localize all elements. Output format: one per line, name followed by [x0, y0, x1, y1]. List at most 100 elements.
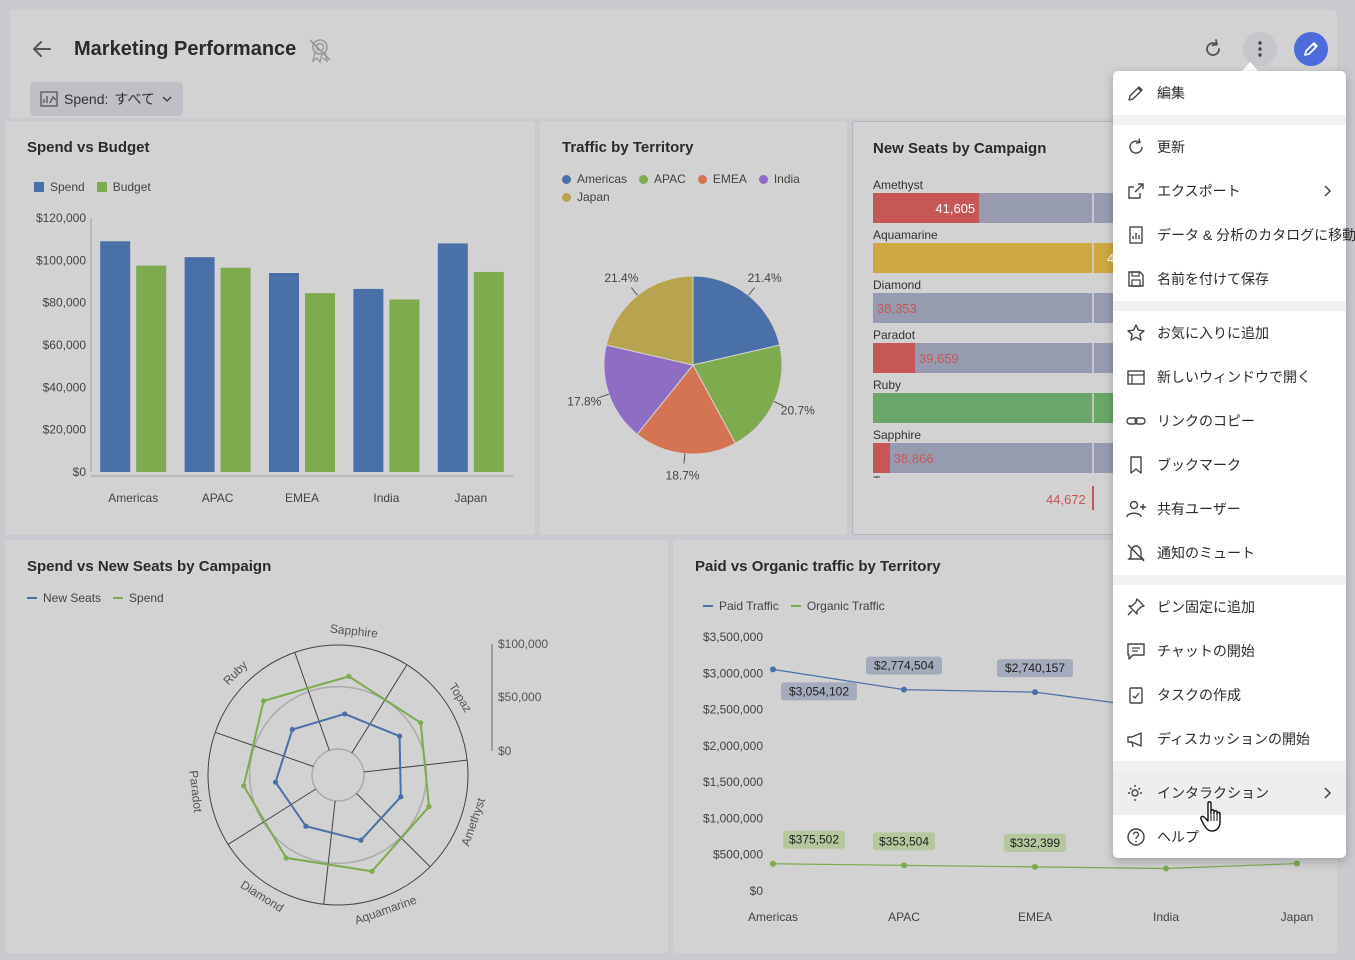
spend-filter-dropdown[interactable]: Spend: すべて	[30, 82, 183, 116]
menu-item-bookmark[interactable]: ブックマーク	[1113, 443, 1346, 487]
line-point[interactable]	[1163, 865, 1169, 872]
pie-slice-emea[interactable]	[636, 364, 737, 455]
bar-spend-emea[interactable]	[269, 273, 299, 472]
bar-budget-japan[interactable]	[473, 271, 504, 472]
pie-value-label: 17.8%	[567, 394, 601, 408]
menu-item-pin[interactable]: ピン固定に追加	[1113, 585, 1346, 629]
radar-point[interactable]	[260, 698, 267, 704]
seats-bar-value: 39,659	[919, 351, 959, 366]
menu-item-label: チャットの開始	[1157, 643, 1255, 659]
spend-vs-budget-panel[interactable]: Spend vs Budget Spend Budget $0 $20,000 $4…	[5, 121, 535, 535]
radar-point[interactable]	[369, 868, 375, 874]
seats-bar-fill	[873, 193, 980, 223]
menu-item-link[interactable]: リンクのコピー	[1113, 399, 1346, 443]
menu-item-window[interactable]: 新しいウィンドウで開く	[1113, 355, 1346, 399]
radar-point[interactable]	[398, 794, 404, 800]
paid-organic-line-chart: $0 $500,000 $1,000,000 $1,500,000 $2,000,000…	[703, 630, 1313, 924]
bar-budget-india[interactable]	[389, 299, 420, 472]
save-icon	[1128, 271, 1144, 287]
pie-value-label: 21.4%	[604, 271, 638, 285]
radar-spoke	[215, 731, 314, 767]
radar-point[interactable]	[241, 783, 247, 789]
data-label-bg	[1004, 833, 1066, 852]
menu-item-catalog[interactable]: データ & 分析のカタログに移動	[1113, 213, 1355, 257]
x-tick-label: APAC	[888, 910, 920, 924]
line-point[interactable]	[770, 860, 776, 867]
more-options-button[interactable]	[1243, 32, 1277, 66]
y-tick-label: $1,000,000	[703, 811, 763, 825]
radar-point[interactable]	[426, 804, 432, 810]
data-label: $332,399	[1010, 836, 1060, 850]
seats-bar-track[interactable]: 39,659	[873, 343, 1151, 373]
pie-slice-india[interactable]	[603, 344, 694, 435]
menu-item-refresh[interactable]: 更新	[1113, 125, 1346, 169]
megaphone-icon	[1127, 732, 1142, 748]
menu-item-export[interactable]: エクスポート	[1113, 169, 1346, 213]
spend-vs-new-seats-panel[interactable]: Spend vs New Seats by Campaign New Seats…	[5, 540, 668, 953]
data-label-bg	[866, 656, 942, 675]
radar-series-spend[interactable]	[242, 675, 431, 873]
y-tick-label: $120,000	[36, 211, 86, 225]
menu-item-interaction[interactable]: インタラクション	[1113, 771, 1346, 815]
radar-point[interactable]	[346, 673, 352, 679]
seats-bar-track[interactable]: 4	[873, 243, 1151, 273]
radar-point[interactable]	[272, 779, 279, 785]
menu-item-chat[interactable]: チャットの開始	[1113, 629, 1346, 673]
menu-item-task[interactable]: タスクの作成	[1113, 673, 1346, 717]
menu-item-star[interactable]: お気に入りに追加	[1113, 311, 1346, 355]
bar-spend-india[interactable]	[353, 288, 384, 472]
menu-item-help[interactable]: ヘルプ	[1113, 815, 1346, 859]
pie-slice-japan[interactable]	[605, 275, 694, 366]
traffic-by-territory-panel[interactable]: Traffic by Territory Americas APAC EMEA …	[540, 121, 847, 535]
menu-item-megaphone[interactable]: ディスカッションの開始	[1113, 717, 1346, 761]
seats-bar-track[interactable]: 38,353	[873, 293, 1151, 323]
radar-point[interactable]	[342, 711, 348, 717]
menu-item-label: 共有ユーザー	[1157, 501, 1241, 517]
menu-item-label: ヘルプ	[1157, 829, 1199, 845]
menu-item-label: お気に入りに追加	[1157, 325, 1269, 341]
line-point[interactable]	[901, 862, 907, 869]
menu-item-pencil[interactable]: 編集	[1113, 71, 1346, 115]
line-point[interactable]	[770, 666, 776, 673]
refresh-button[interactable]	[1196, 32, 1230, 66]
x-tick-label: India	[373, 491, 399, 505]
menu-item-bell-off[interactable]: 通知のミュート	[1113, 531, 1346, 575]
bar-spend-apac[interactable]	[184, 257, 215, 472]
radar-point[interactable]	[283, 855, 289, 861]
line-point[interactable]	[901, 686, 907, 693]
seats-bar-track[interactable]	[873, 393, 1151, 423]
data-label: $2,740,157	[1005, 661, 1065, 675]
seats-bar-divider	[1092, 193, 1094, 223]
x-tick-label: APAC	[202, 491, 234, 505]
line-point[interactable]	[1294, 860, 1300, 867]
seats-bar-track[interactable]: 41,605	[873, 193, 1151, 223]
seats-bar-fill	[873, 443, 890, 473]
menu-item-add-user[interactable]: 共有ユーザー	[1113, 487, 1346, 531]
bar-budget-apac[interactable]	[220, 267, 251, 472]
bar-spend-japan[interactable]	[437, 243, 468, 472]
footer-marker	[1092, 486, 1094, 510]
radar-point[interactable]	[396, 733, 403, 739]
bar-budget-americas[interactable]	[136, 265, 167, 472]
radar-point[interactable]	[358, 837, 364, 843]
y-tick-label: $60,000	[43, 338, 87, 352]
bar-spend-americas[interactable]	[100, 241, 131, 472]
back-arrow-icon[interactable]	[30, 36, 56, 62]
line-point[interactable]	[1032, 863, 1038, 870]
line-point[interactable]	[1032, 689, 1038, 696]
radar-series-new-seats[interactable]	[274, 712, 402, 842]
bar-budget-emea[interactable]	[305, 293, 335, 472]
y-tick-label: $2,500,000	[703, 703, 763, 717]
new-seats-panel[interactable]: New Seats by Campaign Amethyst 41,605 Aqua…	[852, 121, 1152, 535]
menu-item-save[interactable]: 名前を付けて保存	[1113, 257, 1346, 301]
edit-dashboard-button[interactable]	[1294, 32, 1328, 66]
menu-item-label: ピン固定に追加	[1157, 599, 1255, 615]
radar-point[interactable]	[289, 726, 295, 733]
data-label-bg	[997, 659, 1073, 678]
seats-bar-track[interactable]: 38,866	[873, 443, 1151, 473]
data-label: $2,774,504	[874, 659, 934, 673]
pie-slice-apac[interactable]	[692, 344, 783, 444]
radar-point[interactable]	[303, 823, 309, 829]
seats-row-label: Aquamarine	[873, 228, 938, 242]
radar-point[interactable]	[418, 720, 424, 726]
